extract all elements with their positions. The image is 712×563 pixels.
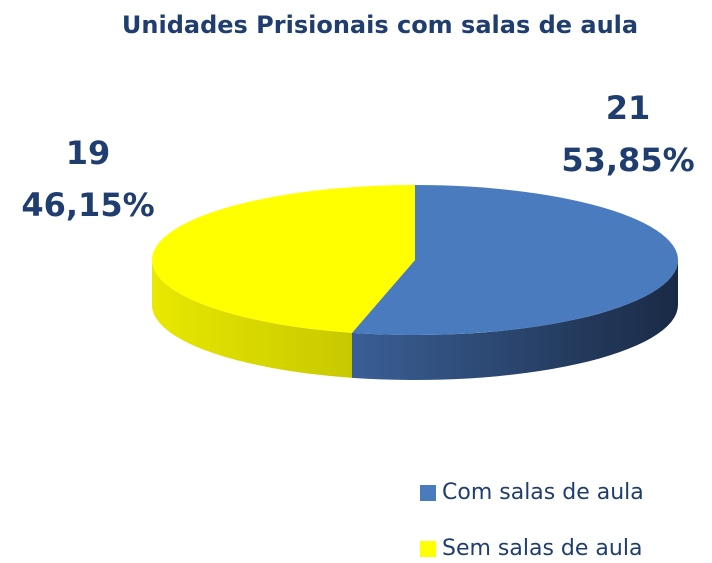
data-label-count: 19 [66, 134, 111, 172]
data-label-percent: 53,85% [561, 141, 694, 179]
slice-side [351, 260, 678, 380]
legend-label: Sem salas de aula [442, 536, 642, 561]
slice-side [152, 260, 352, 378]
slice [351, 185, 679, 335]
legend-swatch [420, 541, 436, 557]
slice [152, 185, 416, 333]
chart-title: Unidades Prisionais com salas de aula [122, 11, 638, 39]
legend-label: Com salas de aula [442, 480, 644, 505]
legend-swatch [420, 485, 436, 501]
data-label-percent: 46,15% [21, 186, 154, 224]
data-label-count: 21 [606, 89, 651, 127]
